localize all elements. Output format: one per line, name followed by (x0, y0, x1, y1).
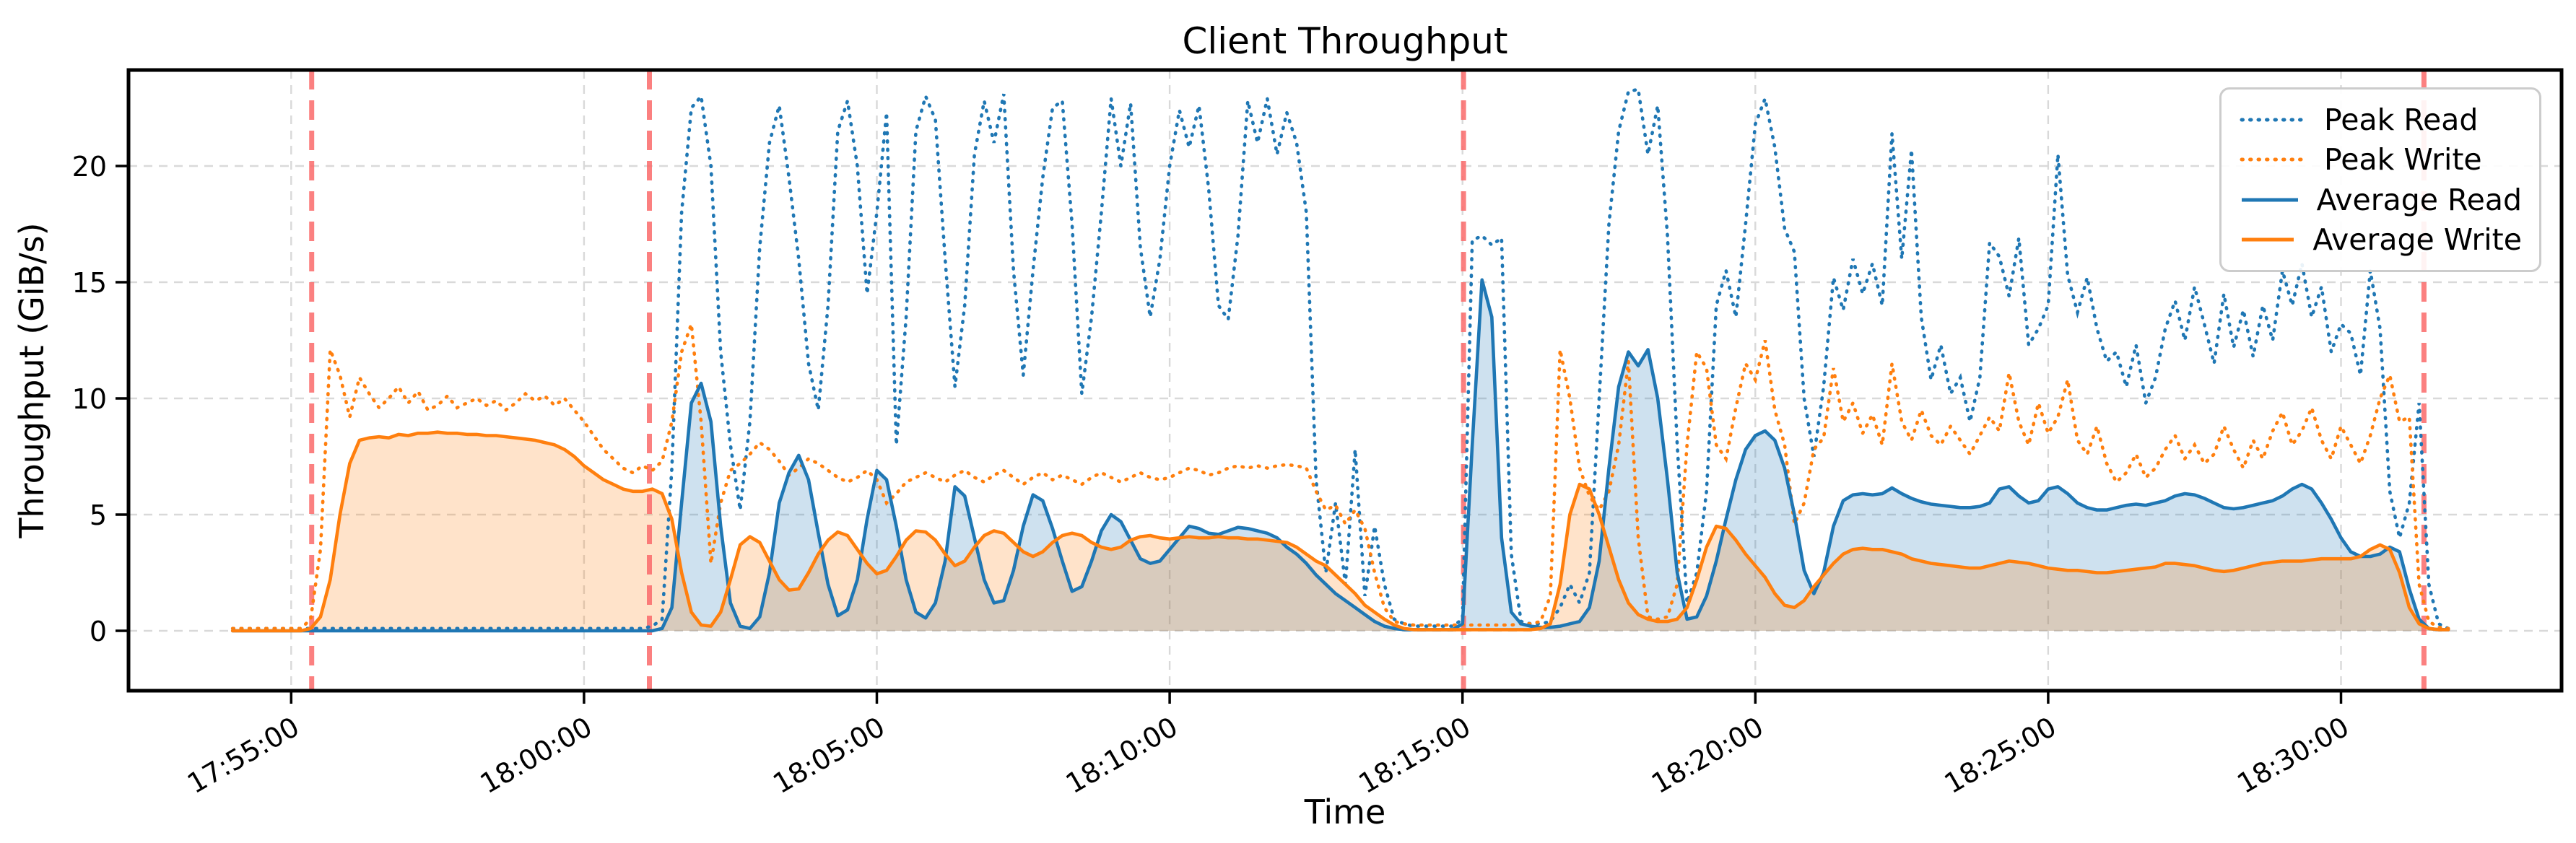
y-axis-ticks: 0 5 10 15 20 (72, 151, 129, 647)
gridlines (129, 70, 2562, 691)
y-tick-label: 5 (90, 499, 107, 531)
x-axis-label: Time (1304, 792, 1386, 831)
legend-entry-peak-read: Peak Read (2239, 102, 2522, 137)
peak-write-line-sample-icon (2240, 157, 2305, 162)
peak-write-line (230, 323, 2450, 631)
y-tick-label: 0 (90, 616, 107, 647)
x-tick-label: 18:30:00 (2232, 711, 2354, 800)
peak-read-line (230, 87, 2450, 631)
average-read-line (230, 278, 2450, 633)
x-axis-ticks: 17:55:00 18:00:00 18:05:00 18:10:00 18:15:00… (182, 691, 2354, 800)
average-read-line-sample-icon (2242, 198, 2298, 202)
legend-label-peak-read: Peak Read (2324, 102, 2479, 137)
plot-border (126, 68, 2564, 693)
chart-legend: Peak Read Peak Write Average Read Averag… (2219, 87, 2541, 272)
average-write-line (230, 430, 2450, 633)
y-tick-label: 10 (72, 383, 107, 415)
x-tick-label: 18:10:00 (1061, 711, 1183, 800)
y-tick-label: 20 (72, 151, 107, 183)
legend-entry-average-read: Average Read (2239, 183, 2522, 217)
x-tick-label: 17:55:00 (182, 711, 305, 800)
x-tick-label: 18:20:00 (1646, 711, 1769, 800)
legend-label-average-write: Average Write (2312, 222, 2522, 258)
x-tick-label: 18:15:00 (1353, 711, 1476, 800)
y-tick-label: 15 (72, 267, 107, 299)
legend-label-average-read: Average Read (2316, 182, 2522, 217)
x-tick-label: 18:05:00 (767, 711, 890, 800)
x-tick-label: 18:25:00 (1939, 711, 2062, 800)
peak-read-line-sample-icon (2240, 118, 2305, 122)
legend-label-peak-write: Peak Write (2324, 142, 2482, 178)
series-fills (232, 279, 2449, 631)
legend-entry-peak-write: Peak Write (2239, 142, 2522, 177)
average-write-line-sample-icon (2242, 237, 2294, 242)
y-axis-label: Throughput (GiB/s) (12, 222, 51, 538)
chart-title: Client Throughput (1182, 20, 1508, 62)
legend-entry-average-write: Average Write (2239, 222, 2522, 257)
series-lines (230, 87, 2450, 633)
x-tick-label: 18:00:00 (475, 711, 598, 800)
